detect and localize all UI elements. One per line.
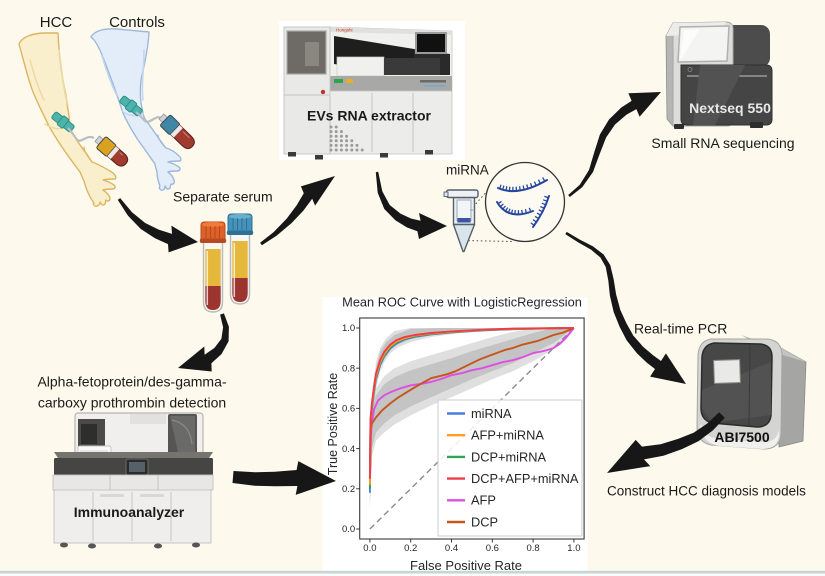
svg-text:Alpha-fetoprotein/des-gamma-: Alpha-fetoprotein/des-gamma- <box>37 374 226 390</box>
svg-text:1.0: 1.0 <box>342 323 355 334</box>
svg-text:miRNA: miRNA <box>446 163 489 178</box>
svg-text:Small RNA sequencing: Small RNA sequencing <box>651 135 794 151</box>
svg-text:AFP+miRNA: AFP+miRNA <box>471 428 544 443</box>
svg-text:0.0: 0.0 <box>342 524 355 535</box>
svg-text:miRNA: miRNA <box>471 406 512 421</box>
svg-text:carboxy prothrombin detection: carboxy prothrombin detection <box>38 395 226 411</box>
svg-text:0.0: 0.0 <box>363 543 376 554</box>
svg-text:Separate serum: Separate serum <box>173 189 273 205</box>
svg-text:DCP+miRNA: DCP+miRNA <box>471 449 546 464</box>
svg-text:Controls: Controls <box>109 14 165 31</box>
svg-text:1.0: 1.0 <box>567 543 580 554</box>
svg-text:Nextseq 550: Nextseq 550 <box>689 100 771 116</box>
svg-text:0.8: 0.8 <box>342 363 355 374</box>
svg-text:Construct HCC diagnosis models: Construct HCC diagnosis models <box>607 484 806 499</box>
svg-text:Real-time PCR: Real-time PCR <box>634 321 727 337</box>
svg-text:HCC: HCC <box>40 14 73 31</box>
svg-text:0.4: 0.4 <box>342 444 355 455</box>
svg-text:0.4: 0.4 <box>445 543 458 554</box>
svg-text:0.8: 0.8 <box>526 543 539 554</box>
svg-text:0.2: 0.2 <box>342 484 355 495</box>
svg-text:False Positive Rate: False Positive Rate <box>410 558 522 573</box>
svg-text:Hongshi: Hongshi <box>336 28 353 33</box>
svg-text:AFP: AFP <box>471 493 496 508</box>
svg-text:Immunoanalyzer: Immunoanalyzer <box>74 504 185 520</box>
svg-text:0.6: 0.6 <box>486 543 499 554</box>
svg-text:EVs RNA extractor: EVs RNA extractor <box>307 108 432 124</box>
svg-text:0.6: 0.6 <box>342 404 355 415</box>
svg-text:DCP+AFP+miRNA: DCP+AFP+miRNA <box>471 471 579 486</box>
svg-text:Mean ROC Curve with LogisticRe: Mean ROC Curve with LogisticRegression <box>342 295 582 310</box>
svg-text:0.2: 0.2 <box>404 543 417 554</box>
svg-text:True Positive Rate: True Positive Rate <box>326 373 340 475</box>
svg-text:DCP: DCP <box>471 514 498 529</box>
svg-text:ABI7500: ABI7500 <box>714 429 769 445</box>
